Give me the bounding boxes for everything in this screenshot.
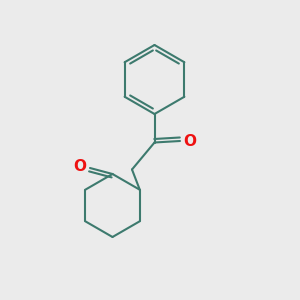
- Text: O: O: [74, 159, 86, 174]
- Text: O: O: [184, 134, 196, 148]
